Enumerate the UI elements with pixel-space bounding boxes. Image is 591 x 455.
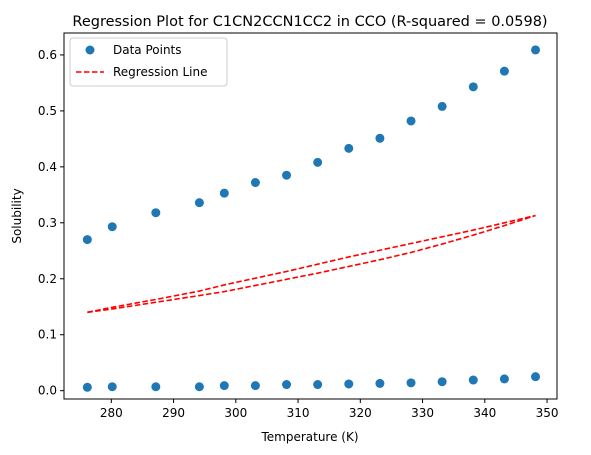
y-tick-label: 0.5	[38, 104, 57, 118]
y-tick-label: 0.4	[38, 160, 57, 174]
data-point	[219, 188, 229, 198]
data-point	[282, 170, 292, 180]
data-point	[107, 382, 117, 392]
data-point	[375, 378, 385, 388]
axes: 280 290 300 310 320 330 340 350 0.0 0.1 0.2 0.3 0.4 0…	[38, 48, 559, 420]
x-tick-label: 290	[162, 406, 185, 420]
data-point	[406, 116, 416, 126]
data-point	[194, 382, 204, 392]
data-point	[107, 222, 117, 232]
x-tick-label: 350	[536, 406, 559, 420]
y-tick-label: 0.2	[38, 272, 57, 286]
x-tick-label: 280	[100, 406, 123, 420]
plot-area	[82, 45, 541, 392]
y-axis-label: Solubility	[10, 188, 24, 243]
data-point	[282, 380, 292, 390]
chart-title: Regression Plot for C1CN2CCN1CC2 in CCO …	[72, 14, 547, 30]
legend-label-data-points: Data Points	[113, 43, 182, 57]
data-point	[531, 45, 541, 55]
x-axis-label: Temperature (K)	[260, 430, 358, 444]
data-point	[250, 381, 260, 391]
data-point	[250, 178, 260, 188]
data-point	[375, 133, 385, 143]
data-point	[82, 382, 92, 392]
x-tick-label: 330	[411, 406, 434, 420]
x-tick-label: 320	[349, 406, 372, 420]
data-point	[313, 157, 323, 167]
data-point	[437, 101, 447, 111]
y-tick-label: 0.6	[38, 48, 57, 62]
data-point	[406, 378, 416, 388]
regression-line-lower	[87, 214, 536, 314]
y-tick-label: 0.0	[38, 384, 57, 398]
data-point	[151, 208, 161, 218]
legend-label-regression-line: Regression Line	[113, 65, 207, 79]
data-point	[344, 379, 354, 389]
x-tick-label: 300	[224, 406, 247, 420]
data-point	[531, 372, 541, 382]
x-tick-label: 340	[473, 406, 496, 420]
data-point	[499, 66, 509, 76]
y-tick-label: 0.1	[38, 328, 57, 342]
data-point	[468, 375, 478, 385]
plot-frame	[63, 32, 558, 400]
regression-line-upper	[87, 214, 536, 314]
data-point	[194, 198, 204, 208]
data-point	[437, 377, 447, 387]
legend-box	[69, 37, 228, 87]
legend: Data Points Regression Line	[69, 37, 228, 87]
data-point	[82, 235, 92, 245]
data-point	[313, 380, 323, 390]
data-point	[468, 82, 478, 92]
data-point	[151, 382, 161, 392]
x-tick-label: 310	[287, 406, 310, 420]
data-point	[499, 374, 509, 384]
data-point	[219, 381, 229, 391]
legend-marker-data-points	[85, 45, 95, 55]
data-point	[344, 143, 354, 153]
y-tick-label: 0.3	[38, 216, 57, 230]
